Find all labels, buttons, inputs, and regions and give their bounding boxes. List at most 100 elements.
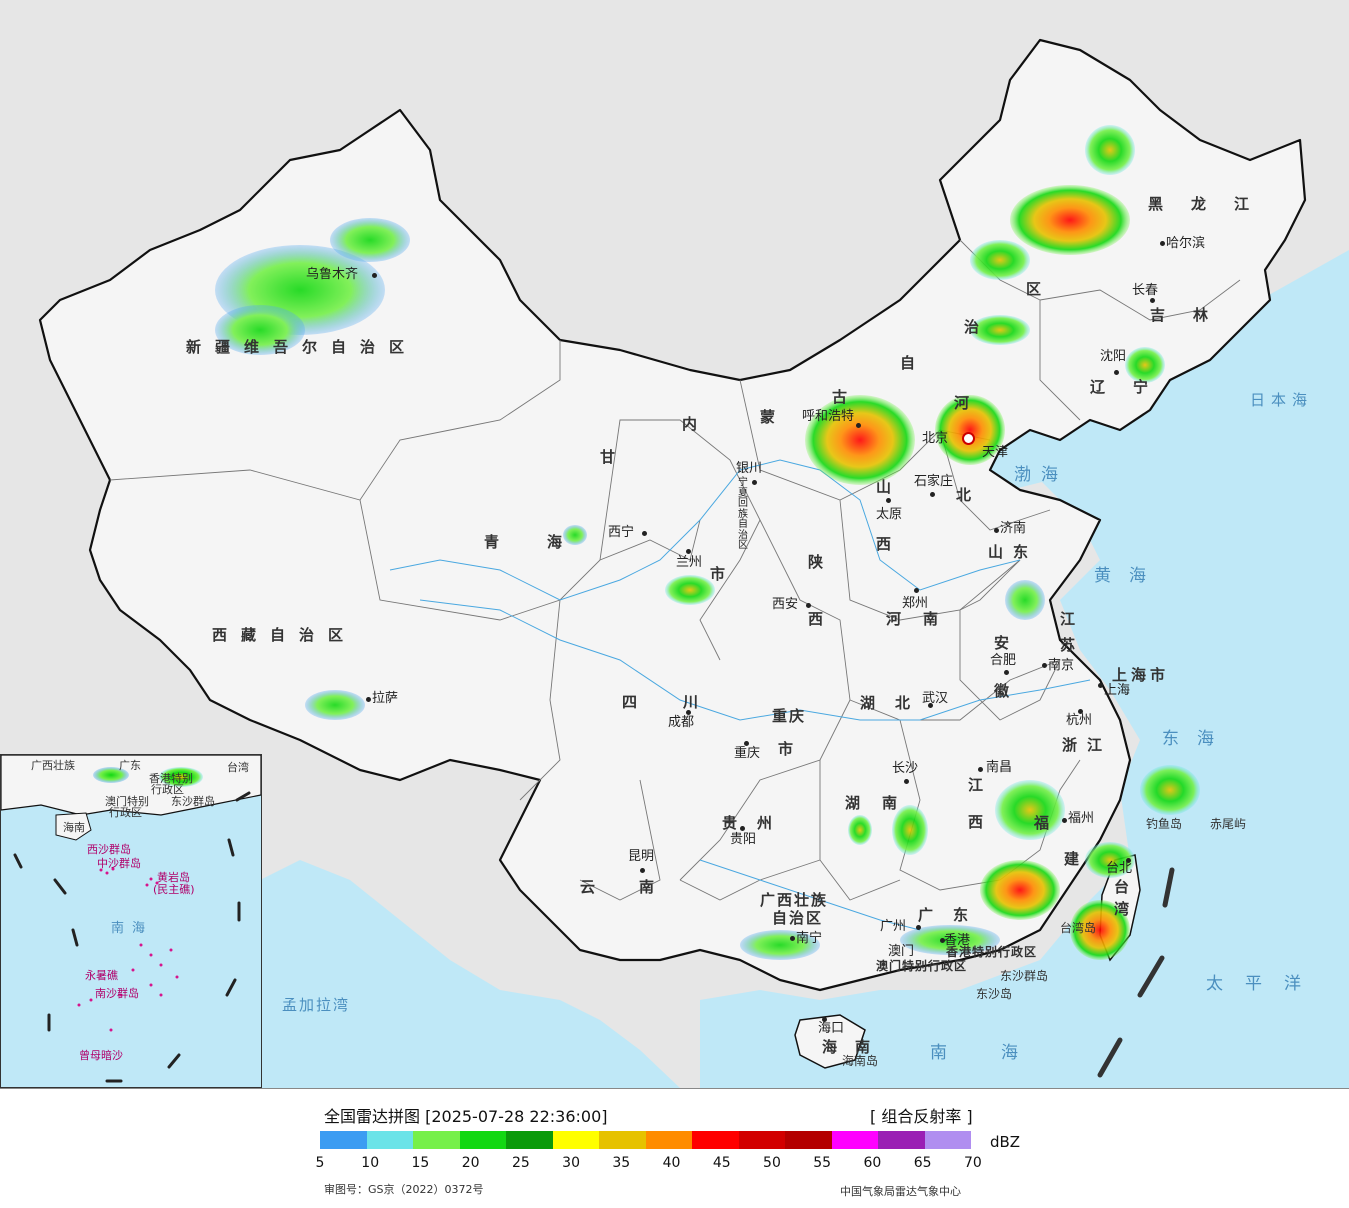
province-neimenggu-6: 区 <box>1026 280 1056 298</box>
scale-tick-label: 50 <box>763 1155 781 1171</box>
province-zhejiang: 浙江 <box>1062 736 1113 754</box>
city-hangzhou: 杭州 <box>1066 713 1093 728</box>
city-nanchang: 南昌 <box>986 760 1013 775</box>
scale-tick-label: 45 <box>712 1155 731 1171</box>
city-dot <box>994 528 999 533</box>
sea-donghai-label: 东海 <box>1162 729 1232 749</box>
city-dot <box>686 710 691 715</box>
scale-swatch <box>785 1131 832 1149</box>
scale-swatch <box>645 1131 692 1149</box>
hainan-island <box>794 1014 866 1069</box>
city-dot <box>856 423 861 428</box>
province-henan: 河南 <box>886 610 961 628</box>
city-dot <box>1160 241 1165 246</box>
scale-tick-label: 60 <box>863 1155 882 1171</box>
scale-tick-label: 55 <box>813 1155 832 1171</box>
province-guangxi-2: 自治区 <box>772 909 824 927</box>
province-guangxi-1: 广西壮族 <box>760 891 829 909</box>
legend-panel: 全国雷达拼图 [2025-07-28 22:36:00] [ 组合反射率 ] 5… <box>0 1089 1349 1208</box>
city-dot <box>914 588 919 593</box>
city-dot <box>752 480 757 485</box>
province-sichuan: 四川 <box>622 693 745 711</box>
city-dot <box>978 767 983 772</box>
city-xian: 西安 <box>772 597 799 612</box>
province-shanghai: 上海市 <box>1112 666 1170 684</box>
city-dot <box>744 741 749 746</box>
city-haikou: 海口 <box>818 1021 845 1036</box>
city-dot <box>686 549 691 554</box>
scale-tick-label: 5 <box>315 1155 325 1171</box>
scale-swatch <box>878 1131 925 1149</box>
city-jinan: 济南 <box>1000 521 1027 536</box>
region-hk: 香港特别行政区 <box>946 945 1038 959</box>
city-changsha: 长沙 <box>892 761 919 776</box>
city-dot <box>642 531 647 536</box>
city-dot <box>372 273 377 278</box>
city-dot <box>1126 858 1131 863</box>
inset-canvas <box>1 755 261 1083</box>
city-yinchuan: 银川 <box>736 461 763 476</box>
sea-bohai-label: 渤海 <box>1014 465 1068 485</box>
inset-zhongsha: 中沙群岛 <box>97 857 141 870</box>
city-lanzhou: 兰州 <box>676 555 703 570</box>
sea-bay-of-bengal <box>260 860 680 1088</box>
maritime-boundary <box>1097 867 1175 1078</box>
province-neimenggu-3: 古 <box>832 388 862 406</box>
city-taiyuan: 太原 <box>876 507 903 522</box>
province-fujian-1: 福 <box>1034 814 1064 832</box>
province-gansu: 甘 <box>600 448 630 466</box>
scale-tick-label: 15 <box>411 1155 430 1171</box>
south-china-sea-inset: 广西壮族 广东 台湾 香港特别 行政区 澳门特别 行政区 东沙群岛 海南 西沙群… <box>0 754 262 1088</box>
province-jiangsu-2: 苏 <box>1060 636 1090 654</box>
province-jiangxi-1: 江 <box>968 776 998 794</box>
city-hongkong: 香港 <box>944 933 971 948</box>
sea-nanhai-label: 南海 <box>930 1043 1072 1063</box>
province-neimenggu-4: 自 <box>900 354 930 372</box>
province-hebei-1: 河 <box>954 394 984 412</box>
city-dot <box>940 938 945 943</box>
scale-tick-label: 35 <box>612 1155 631 1171</box>
color-scale-ticks: 5 10 15 20 25 30 35 40 45 50 55 60 65 70 <box>316 1155 1020 1173</box>
sea-east <box>700 250 1349 1088</box>
city-macau: 澳门 <box>888 944 915 959</box>
city-wuhan: 武汉 <box>922 691 949 706</box>
province-shanxi-2: 西 <box>876 535 906 553</box>
inset-guangxi: 广西壮族 <box>31 759 75 772</box>
legend-title: 全国雷达拼图 [2025-07-28 22:36:00] <box>324 1107 608 1126</box>
scale-swatch <box>506 1131 553 1149</box>
region-macau: 澳门特别行政区 <box>876 959 968 973</box>
province-yunnan: 云南 <box>580 878 699 896</box>
scale-tick-label: 25 <box>511 1155 530 1171</box>
province-xizang: 西藏自治区 <box>212 626 358 644</box>
inset-nanhai: 南海 <box>111 921 154 936</box>
city-dot <box>886 498 891 503</box>
radar-echoes <box>215 125 1200 960</box>
province-chongqing-2: 市 <box>778 740 808 758</box>
legend-product: [ 组合反射率 ] <box>870 1107 973 1126</box>
province-guangdong: 广东 <box>918 906 989 924</box>
province-hubei: 湖北 <box>860 694 931 712</box>
city-dot <box>790 936 795 941</box>
island-dongshaqundao: 东沙群岛 <box>1000 969 1049 983</box>
inset-huangyan: 黄岩岛 <box>157 871 190 884</box>
data-source: 中国气象局雷达气象中心 <box>840 1185 961 1198</box>
capital-marker <box>962 432 975 445</box>
city-kunming: 昆明 <box>628 849 655 864</box>
province-jiangsu-1: 江 <box>1060 610 1090 628</box>
inset-macau: 澳门特别 <box>105 795 149 808</box>
city-dot <box>904 779 909 784</box>
province-lanzhou-shi: 市 <box>710 565 740 583</box>
sea-ribenhai-label: 日本海 <box>1250 391 1314 409</box>
inset-nansha: 南沙群岛 <box>95 987 139 1000</box>
province-jiangxi-2: 西 <box>968 813 998 831</box>
city-dot <box>916 925 921 930</box>
province-shaanxi-2: 西 <box>808 610 838 628</box>
province-jilin: 吉林 <box>1150 306 1237 324</box>
province-neimenggu-1: 内 <box>682 415 712 433</box>
sea-mengjialawan-label: 孟加拉湾 <box>282 996 351 1014</box>
city-dot <box>640 868 645 873</box>
province-hebei-2: 北 <box>956 486 986 504</box>
province-xinjiang: 新疆维吾尔自治区 <box>186 338 419 356</box>
city-shijiazhuang: 石家庄 <box>914 474 954 489</box>
inset-dongsha: 东沙群岛 <box>171 795 215 808</box>
